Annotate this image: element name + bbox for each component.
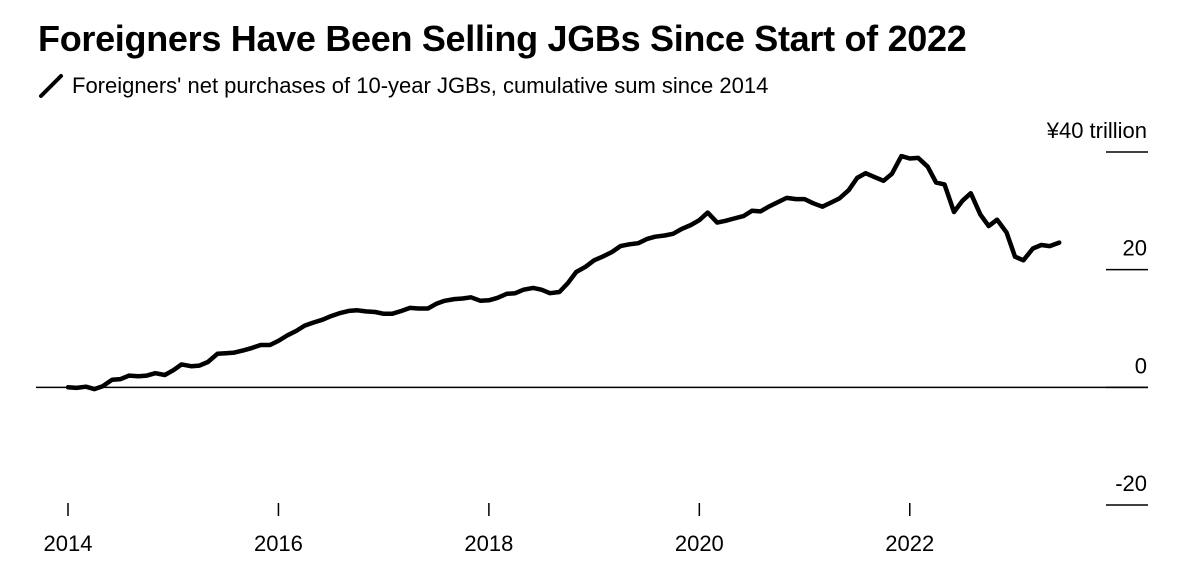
x-axis: 2014 2016 2018 2020 2022 (44, 503, 934, 556)
x-tick-label: 2020 (675, 531, 724, 556)
y-tick-label: -20 (1115, 471, 1147, 496)
legend-line-swatch-icon (39, 74, 63, 98)
y-tick-label: 20 (1123, 236, 1147, 261)
x-tick-label: 2016 (254, 531, 303, 556)
x-tick-label: 2014 (44, 531, 93, 556)
series-line-0 (65, 153, 1062, 392)
chart-legend: Foreigners' net purchases of 10-year JGB… (38, 72, 768, 100)
y-tick-label: ¥40 trillion (1046, 118, 1147, 143)
y-tick-label: 0 (1135, 353, 1147, 378)
legend-series-label: Foreigners' net purchases of 10-year JGB… (72, 73, 769, 98)
y-axis: ¥40 trillion 20 0 -20 (36, 118, 1148, 506)
series-layer (65, 153, 1062, 392)
x-tick-label: 2022 (885, 531, 934, 556)
x-tick-label: 2018 (464, 531, 513, 556)
chart-title: Foreigners Have Been Selling JGBs Since … (38, 18, 967, 59)
